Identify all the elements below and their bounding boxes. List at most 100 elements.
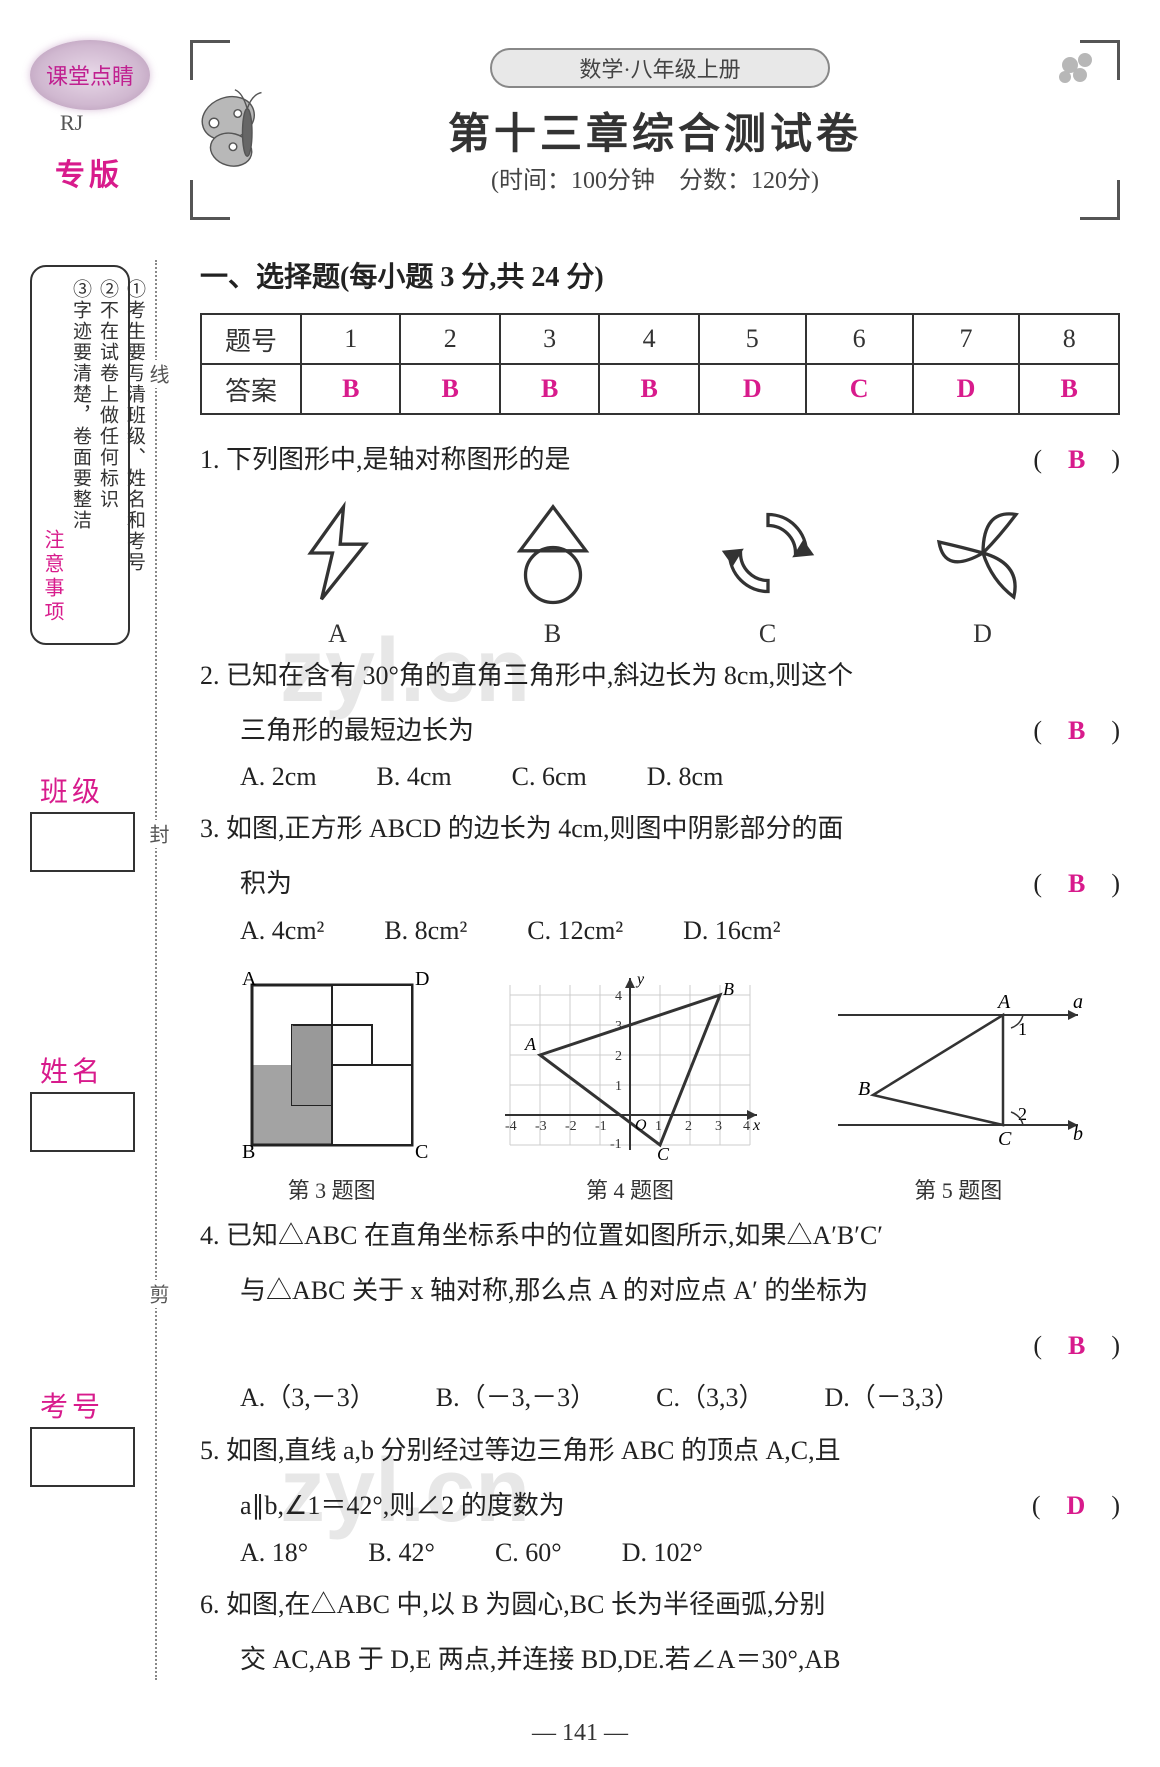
table-row: 答案 B B B B D C D B xyxy=(201,364,1119,414)
q1-shapes: A B C xyxy=(200,492,1120,653)
num-cell: 2 xyxy=(400,314,499,364)
table-row: 题号 1 2 3 4 5 6 7 8 xyxy=(201,314,1119,364)
fig-caption: 第 4 题图 xyxy=(495,1173,765,1205)
question-5-line2: a∥b,∠1＝42°,则∠2 的度数为 ( D ) xyxy=(200,1483,1120,1530)
chapter-title: 第十三章综合测试卷 xyxy=(190,100,1120,161)
recycle-arrows-icon xyxy=(713,498,823,608)
brand-oval: 课堂点睛 xyxy=(30,40,150,110)
opt: C.（3,3） xyxy=(656,1377,764,1414)
q3-options: A. 4cm² B. 8cm² C. 12cm² D. 16cm² xyxy=(200,916,1120,946)
q2-answer: B xyxy=(1068,716,1085,745)
cut-label-jian: 剪 xyxy=(143,1280,172,1308)
input-name-box xyxy=(30,1092,135,1152)
question-3-line2: 积为 ( B ) xyxy=(200,861,1120,908)
svg-text:C: C xyxy=(998,1128,1012,1150)
pt-B: B xyxy=(242,1141,255,1160)
question-2-line1: 2. 已知在含有 30°角的直角三角形中,斜边长为 8cm,则这个 xyxy=(200,653,1120,700)
svg-text:1: 1 xyxy=(655,1119,662,1134)
opt-label: A xyxy=(283,619,393,649)
answers-table: 题号 1 2 3 4 5 6 7 8 答案 B B B B D C D B xyxy=(200,313,1120,415)
pt-C: C xyxy=(415,1141,428,1160)
question-2-line2: 三角形的最短边长为 ( B ) xyxy=(200,708,1120,755)
shape-a: A xyxy=(283,498,393,649)
cut-label-xian: 线 xyxy=(143,360,172,388)
svg-text:-1: -1 xyxy=(595,1119,607,1134)
coord-grid-diagram: A B C O x y -4-3-2-1 1234 1234 -1 xyxy=(495,970,765,1160)
svg-text:b: b xyxy=(1073,1123,1083,1145)
q2-text2: 三角形的最短边长为 xyxy=(240,716,474,745)
ans-cell: B xyxy=(301,364,400,414)
num-cell: 3 xyxy=(500,314,599,364)
opt: B. 8cm² xyxy=(384,916,467,946)
butterfly-icon xyxy=(195,85,290,180)
svg-text:-2: -2 xyxy=(565,1119,577,1134)
opt: A. 4cm² xyxy=(240,916,324,946)
question-5-line1: 5. 如图,直线 a,b 分别经过等边三角形 ABC 的顶点 A,C,且 xyxy=(200,1428,1120,1475)
opt: C. 60° xyxy=(495,1538,562,1568)
header-frame: 数学·八年级上册 第十三章综合测试卷 (时间：100分钟 分数：120分) xyxy=(190,40,1120,220)
opt: B.（－3,－3） xyxy=(436,1377,596,1414)
figure-q5: a b A B C 1 2 第 5 题图 xyxy=(828,970,1088,1205)
q5-answer: D xyxy=(1067,1491,1086,1520)
opt: A.（3,－3） xyxy=(240,1377,376,1414)
ans-cell: C xyxy=(806,364,913,414)
svg-text:4: 4 xyxy=(615,989,622,1004)
opt: D. 102° xyxy=(622,1538,703,1568)
question-6-line2: 交 AC,AB 于 D,E 两点,并连接 BD,DE.若∠A＝30°,AB xyxy=(200,1637,1120,1684)
svg-text:3: 3 xyxy=(615,1019,622,1034)
opt: A. 18° xyxy=(240,1538,308,1568)
num-cell: 7 xyxy=(913,314,1020,364)
q3-answer: B xyxy=(1068,869,1085,898)
flower-icon xyxy=(1050,45,1110,95)
opt-label: B xyxy=(498,619,608,649)
fig-caption: 第 3 题图 xyxy=(232,1173,432,1205)
opt: C. 12cm² xyxy=(527,916,623,946)
notes-line-1: ①考生要写清班级、姓名和考号 xyxy=(121,279,148,631)
header-pill: 数学·八年级上册 xyxy=(490,48,830,88)
label-id: 考号 xyxy=(40,1385,104,1425)
q2-answer-paren: ( B ) xyxy=(1033,708,1120,755)
figures-row: A D B C 第 3 题图 xyxy=(200,960,1120,1209)
opt: A. 2cm xyxy=(240,762,317,792)
question-4-line1: 4. 已知△ABC 在直角坐标系中的位置如图所示,如果△A′B′C′ xyxy=(200,1213,1120,1260)
svg-text:C: C xyxy=(657,1144,670,1160)
brand-oval-text: 课堂点睛 xyxy=(46,59,134,91)
svg-text:-4: -4 xyxy=(505,1119,517,1134)
svg-text:2: 2 xyxy=(685,1119,692,1134)
figure-q3: A D B C 第 3 题图 xyxy=(232,970,432,1205)
opt: D. 8cm xyxy=(647,762,724,792)
q5-options: A. 18° B. 42° C. 60° D. 102° xyxy=(200,1538,1120,1568)
notes-line-3: ③字迹要清楚，卷面要整洁 xyxy=(67,279,94,631)
opt: C. 6cm xyxy=(512,762,587,792)
label-name: 姓名 xyxy=(40,1050,104,1090)
cut-label-feng: 封 xyxy=(143,820,172,848)
page-number: 141 xyxy=(562,1720,598,1746)
svg-text:A: A xyxy=(996,991,1011,1013)
q2-options: A. 2cm B. 4cm C. 6cm D. 8cm xyxy=(200,762,1120,792)
ans-cell: D xyxy=(699,364,806,414)
question-3-line1: 3. 如图,正方形 ABCD 的边长为 4cm,则图中阴影部分的面 xyxy=(200,806,1120,853)
parallel-lines-triangle-diagram: a b A B C 1 2 xyxy=(828,970,1088,1160)
svg-text:y: y xyxy=(635,971,645,988)
brand-edition: 专版 xyxy=(55,150,123,194)
shape-d: D xyxy=(928,498,1038,649)
cut-line xyxy=(155,260,157,1680)
label-class: 班级 xyxy=(40,770,104,810)
pt-D: D xyxy=(415,970,429,990)
ans-cell: D xyxy=(913,364,1020,414)
svg-text:-1: -1 xyxy=(610,1137,622,1152)
q3-text2: 积为 xyxy=(240,869,292,898)
num-cell: 4 xyxy=(599,314,698,364)
q5-answer-paren: ( D ) xyxy=(1032,1483,1120,1530)
lightning-icon xyxy=(283,498,393,608)
notes-line-2: ②不在试卷上做任何标识 xyxy=(94,279,121,631)
figure-q4: A B C O x y -4-3-2-1 1234 1234 -1 第 4 题图 xyxy=(495,970,765,1205)
opt: B. 42° xyxy=(368,1538,435,1568)
svg-text:2: 2 xyxy=(615,1049,622,1064)
num-cell: 8 xyxy=(1019,314,1119,364)
question-4-answer-line: ( B ) xyxy=(200,1323,1120,1370)
opt-label: D xyxy=(928,619,1038,649)
fig-caption: 第 5 题图 xyxy=(828,1173,1088,1205)
svg-text:3: 3 xyxy=(715,1119,722,1134)
ans-cell: B xyxy=(400,364,499,414)
